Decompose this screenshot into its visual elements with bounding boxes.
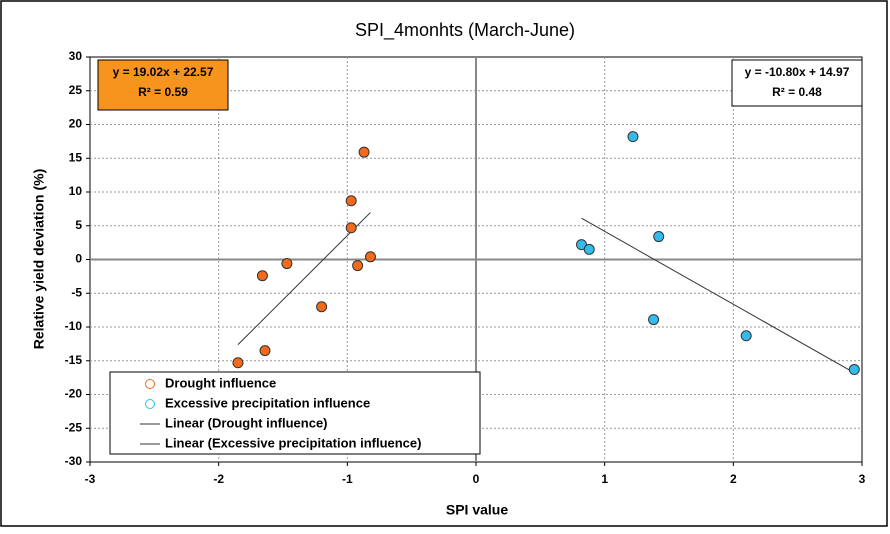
legend-label: Linear (Drought influence)	[165, 415, 328, 430]
equation-box	[97, 59, 229, 111]
point	[740, 330, 752, 342]
y-tick-label: 5	[75, 218, 82, 232]
point	[848, 364, 860, 376]
equation-box	[731, 59, 863, 107]
y-tick-label: -25	[65, 420, 83, 434]
y-tick-label: 20	[69, 117, 83, 131]
y-tick-label: -10	[65, 319, 83, 333]
x-tick-label: -1	[342, 472, 353, 486]
point	[358, 146, 370, 158]
x-axis-label: SPI value	[446, 502, 508, 518]
point	[648, 314, 660, 326]
legend-label: Linear (Excessive precipitation influenc…	[165, 435, 421, 450]
trendline	[237, 212, 371, 346]
point	[653, 231, 665, 243]
point	[259, 345, 271, 357]
legend	[109, 371, 481, 455]
chart-title: SPI_4monhts (March-June)	[355, 20, 575, 41]
point	[281, 258, 293, 270]
y-tick-label: 10	[69, 184, 83, 198]
y-axis-label: Relative yield deviation (%)	[31, 169, 47, 350]
y-tick-label: 30	[69, 49, 83, 63]
point	[316, 301, 328, 313]
x-tick-label: 3	[859, 472, 866, 486]
point	[232, 357, 244, 369]
trend-equation: y = 19.02x + 22.57	[113, 65, 214, 79]
y-tick-label: -20	[65, 387, 83, 401]
legend-marker	[145, 379, 155, 389]
point	[345, 222, 357, 234]
trend-r2: R² = 0.48	[772, 85, 822, 99]
point	[352, 260, 364, 272]
legend-marker	[145, 399, 155, 409]
y-tick-label: -30	[65, 454, 83, 468]
y-tick-label: -5	[71, 285, 82, 299]
legend-label: Excessive precipitation influence	[165, 395, 370, 410]
point	[583, 243, 595, 255]
y-tick-label: 0	[75, 252, 82, 266]
point	[627, 131, 639, 143]
point	[364, 251, 376, 263]
x-tick-label: 0	[473, 472, 480, 486]
x-tick-label: 2	[730, 472, 737, 486]
y-tick-label: 15	[69, 150, 83, 164]
trend-equation: y = -10.80x + 14.97	[745, 65, 850, 79]
legend-label: Drought influence	[165, 375, 276, 390]
x-tick-label: -3	[85, 472, 96, 486]
point	[345, 195, 357, 207]
x-tick-label: 1	[601, 472, 608, 486]
trendline	[581, 217, 855, 374]
trend-r2: R² = 0.59	[138, 85, 188, 99]
x-tick-label: -2	[213, 472, 224, 486]
point	[256, 270, 268, 282]
y-tick-label: 25	[69, 83, 83, 97]
y-tick-label: -15	[65, 353, 83, 367]
